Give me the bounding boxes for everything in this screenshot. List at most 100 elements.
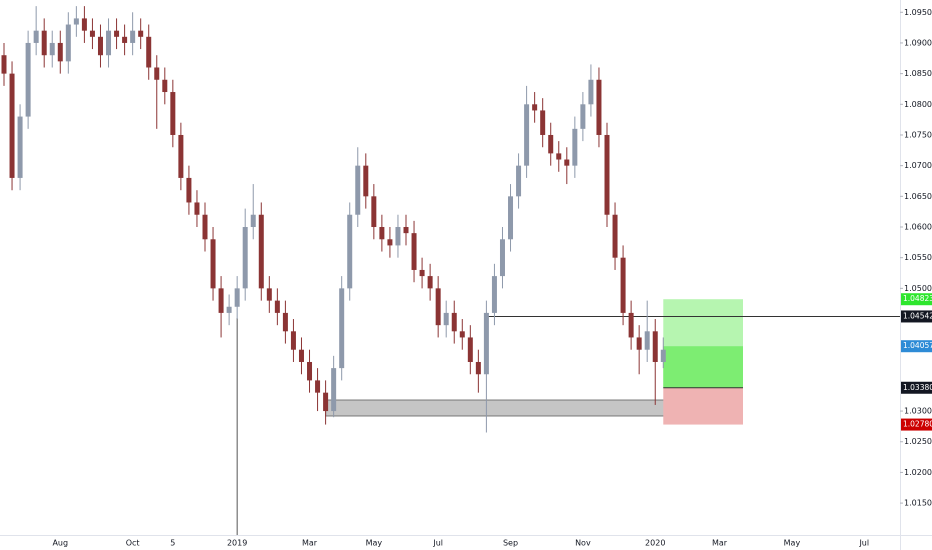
y-tick-label: 1.08000 bbox=[904, 100, 932, 109]
candle-body bbox=[186, 177, 192, 203]
y-tick-label: 1.07000 bbox=[904, 161, 932, 170]
candle-body bbox=[524, 104, 530, 166]
candle-body bbox=[250, 214, 256, 228]
candle-body bbox=[146, 36, 152, 68]
candle-body bbox=[419, 269, 425, 277]
candle-body bbox=[556, 153, 562, 160]
candle-body bbox=[604, 134, 610, 215]
candle-body bbox=[130, 30, 136, 43]
candle-body bbox=[395, 227, 401, 246]
x-tick-label: Mar bbox=[302, 539, 318, 548]
price-tag bbox=[901, 310, 932, 323]
candle-body bbox=[628, 312, 634, 338]
candle-body bbox=[588, 79, 594, 105]
x-tick-label: Nov bbox=[575, 539, 591, 548]
zone bbox=[325, 399, 706, 417]
x-tick-label: Jul bbox=[858, 539, 869, 548]
candle-body bbox=[564, 159, 570, 166]
candle-body bbox=[9, 73, 15, 178]
x-tick-label: 2019 bbox=[227, 539, 247, 548]
candle-body bbox=[266, 288, 272, 301]
candle-body bbox=[467, 337, 473, 362]
y-tick-label: 1.05000 bbox=[904, 284, 932, 293]
price-tag bbox=[901, 340, 932, 353]
stop-zone bbox=[663, 387, 743, 425]
y-tick-label: 1.06500 bbox=[904, 192, 932, 201]
candle-body bbox=[154, 67, 160, 80]
candle-body bbox=[620, 257, 626, 313]
y-tick-label: 1.06000 bbox=[904, 223, 932, 232]
candle-body bbox=[89, 30, 95, 37]
candle-body bbox=[81, 18, 87, 31]
candle-body bbox=[612, 214, 618, 258]
candle-body bbox=[282, 312, 288, 332]
candle-body bbox=[347, 214, 353, 289]
price-tag-label: 1.03380 bbox=[903, 383, 932, 392]
price-tag bbox=[901, 381, 932, 394]
candle-body bbox=[532, 104, 538, 111]
candle-body bbox=[33, 30, 39, 43]
x-tick-label: Oct bbox=[126, 539, 140, 548]
price-tag-label: 1.04542 bbox=[903, 311, 932, 320]
x-tick-label: Mar bbox=[712, 539, 728, 548]
candle-body bbox=[371, 196, 377, 228]
candle-body bbox=[234, 288, 240, 307]
candle-body bbox=[339, 288, 345, 369]
candle-body bbox=[73, 18, 79, 25]
candle-body bbox=[491, 276, 497, 313]
candle-body bbox=[483, 312, 489, 375]
candle-body bbox=[258, 214, 264, 289]
candle-body bbox=[315, 380, 321, 393]
price-tag-label: 1.02780 bbox=[903, 420, 932, 429]
candle-body bbox=[516, 165, 522, 197]
price-tag bbox=[901, 418, 932, 431]
candle-body bbox=[459, 331, 465, 338]
x-tick-label: May bbox=[366, 539, 383, 548]
candle-body bbox=[65, 24, 71, 62]
candle-body bbox=[162, 79, 168, 93]
candle-body bbox=[170, 92, 176, 135]
price-tag-label: 1.04823 bbox=[903, 294, 932, 303]
y-tick-label: 1.01500 bbox=[904, 499, 932, 508]
candle-body bbox=[323, 392, 329, 412]
y-tick-label: 1.03000 bbox=[904, 407, 932, 416]
candle-body bbox=[307, 361, 313, 381]
candle-body bbox=[17, 116, 23, 178]
candle-body bbox=[97, 36, 103, 56]
candle-body bbox=[25, 42, 31, 117]
y-tick-label: 1.05500 bbox=[904, 253, 932, 262]
axes: 1.09500 1.09000 1.08500 1.08000 1.07500 1.070… bbox=[52, 8, 932, 548]
candle-body bbox=[580, 104, 586, 129]
candle-body bbox=[178, 134, 184, 178]
candle-body bbox=[49, 42, 55, 56]
candle-body bbox=[387, 239, 393, 246]
candle-body bbox=[363, 165, 369, 197]
x-tick-label: 2020 bbox=[645, 539, 665, 548]
candle-body bbox=[660, 349, 666, 362]
candle-body bbox=[242, 227, 248, 289]
drawings bbox=[236, 299, 900, 535]
candle-body bbox=[331, 368, 337, 412]
candle-body bbox=[210, 239, 216, 289]
candle-body bbox=[427, 276, 433, 289]
candle-body bbox=[652, 331, 658, 362]
candle-body bbox=[451, 312, 457, 332]
candles bbox=[1, 6, 666, 433]
candle-body bbox=[475, 361, 481, 375]
candle-body bbox=[226, 306, 232, 313]
candle-body bbox=[41, 30, 47, 56]
candle-body bbox=[435, 288, 441, 326]
candle-body bbox=[379, 227, 385, 240]
candle-body bbox=[274, 300, 280, 313]
candle-body bbox=[499, 239, 505, 277]
candle-body bbox=[138, 30, 144, 37]
x-tick-label: Aug bbox=[52, 539, 68, 548]
candle-body bbox=[298, 349, 304, 362]
candle-body bbox=[106, 30, 112, 56]
candle-body bbox=[122, 36, 128, 43]
x-tick-label: Sep bbox=[503, 539, 518, 548]
y-tick-label: 1.07500 bbox=[904, 130, 932, 139]
y-tick-label: 1.02500 bbox=[904, 437, 932, 446]
